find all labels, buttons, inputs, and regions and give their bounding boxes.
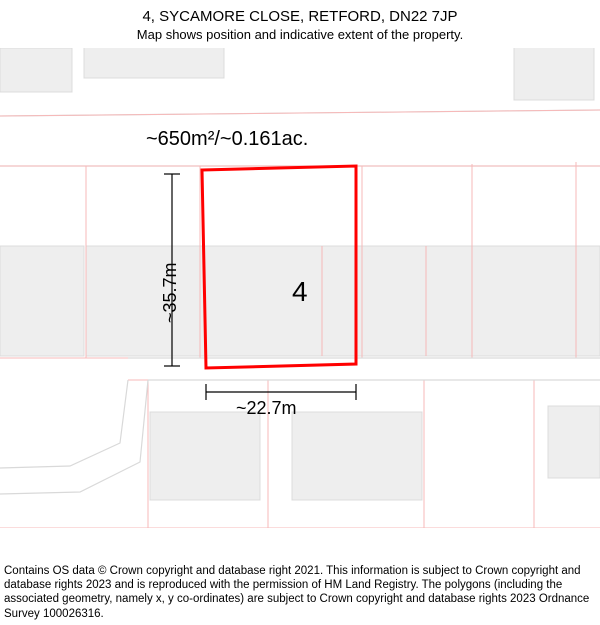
page-subtitle: Map shows position and indicative extent… [0, 27, 600, 42]
bldg-mid-left [0, 246, 84, 356]
height-label: ~35.7m [160, 262, 181, 323]
house-number-label: 4 [292, 276, 308, 308]
bldg-top-2 [84, 48, 224, 78]
width-label: ~22.7m [236, 398, 297, 419]
area-label: ~650m²/~0.161ac. [146, 128, 308, 151]
copyright-footer: Contains OS data © Crown copyright and d… [4, 564, 596, 622]
map-container: ~650m²/~0.161ac. ~35.7m ~22.7m 4 [0, 48, 600, 528]
bldg-low-3 [548, 406, 600, 478]
bldg-top-3 [514, 48, 594, 100]
bldg-low-1 [150, 412, 260, 500]
bldg-low-2 [292, 412, 422, 500]
bldg-top-1 [0, 48, 72, 92]
page-title: 4, SYCAMORE CLOSE, RETFORD, DN22 7JP [0, 8, 600, 25]
